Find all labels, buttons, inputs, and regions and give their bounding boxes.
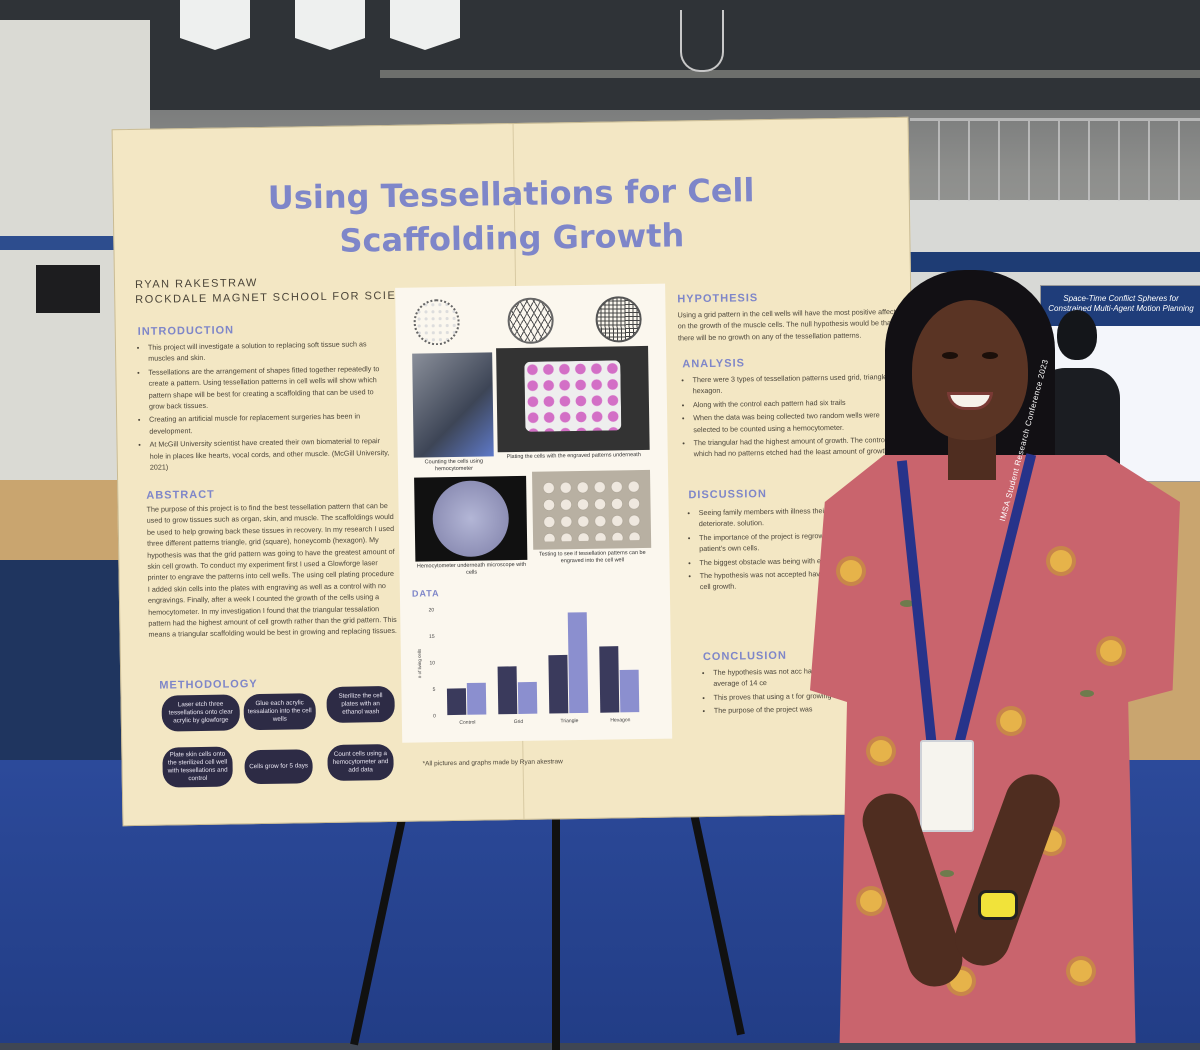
x-tick-label: Grid <box>514 719 524 725</box>
y-tick-label: 15 <box>429 634 435 640</box>
intro-item: This project will investigate a solution… <box>148 338 388 365</box>
y-tick-label: 5 <box>433 687 436 693</box>
bar-chart: 0 5 10 15 20 # of living cells Control Grid Tria… <box>417 607 640 726</box>
dress-flower <box>1000 710 1022 732</box>
method-step: Laser etch three tessellations onto clea… <box>161 694 241 732</box>
chart-bar <box>497 666 518 715</box>
dress-flower <box>840 560 862 582</box>
research-poster: Using Tessellations for Cell Scaffolding… <box>111 116 920 827</box>
microscope-view <box>432 480 510 558</box>
abstract-text: The purpose of this project is to find t… <box>146 501 397 640</box>
y-axis-label: # of living cells <box>417 648 422 678</box>
intro-item: At McGill University scientist have crea… <box>149 435 390 473</box>
background-person-head <box>1057 310 1097 360</box>
analysis-heading: ANALYSIS <box>682 357 746 371</box>
chart-bar <box>567 612 589 714</box>
discussion-heading: DISCUSSION <box>688 488 767 502</box>
dress-flower <box>870 740 892 762</box>
bleacher-stripe <box>910 252 1200 272</box>
microscope-photo <box>414 475 528 562</box>
championship-banner <box>295 0 365 50</box>
left-eye <box>942 352 958 359</box>
basketball-hoop-net <box>680 10 724 72</box>
method-step: Plate skin cells onto the sterilized cel… <box>162 746 233 788</box>
chart-bar <box>599 646 620 713</box>
balcony-railing <box>910 118 1200 201</box>
name-badge <box>920 740 974 832</box>
poster-title: Using Tessellations for Cell Scaffolding… <box>267 171 755 260</box>
dress-leaf <box>940 870 954 877</box>
photo-caption: Testing to see if tessellation patterns … <box>538 549 646 565</box>
photo-panel: Counting the cells using hemocytometer P… <box>395 283 673 743</box>
methodology-heading: METHODOLOGY <box>159 678 258 692</box>
y-tick-label: 20 <box>429 607 435 613</box>
engraved-wells <box>540 478 644 542</box>
method-step: Cells grow for 5 days <box>244 749 313 785</box>
abstract-heading: ABSTRACT <box>146 488 215 502</box>
x-tick-label: Hexagon <box>610 717 630 723</box>
triangle-pattern-image <box>507 297 554 345</box>
chart-bar <box>446 688 467 716</box>
x-tick-label: Triangle <box>560 718 578 724</box>
hemocytometer-photo <box>412 352 494 458</box>
chart-bar <box>548 654 569 714</box>
student-presenter: IMSA Student Research Conference 2023 <box>800 270 1180 1043</box>
intro-item: Creating an artificial muscle for replac… <box>149 410 389 437</box>
dress-flower <box>860 890 882 912</box>
photo-caption: Counting the cells using hemocytometer <box>424 458 484 473</box>
chart-bar <box>466 682 487 715</box>
well-plate <box>524 360 622 432</box>
y-tick-label: 10 <box>429 660 435 666</box>
easel-leg <box>552 800 560 1050</box>
photo-caption: Plating the cells with the engraved patt… <box>506 452 641 461</box>
method-step: Count cells using a hemocytometer and ad… <box>327 743 394 781</box>
hexagon-pattern-image <box>413 298 461 346</box>
method-step: Sterilize the cell plates with an ethano… <box>326 685 395 723</box>
hypothesis-heading: HYPOTHESIS <box>677 292 759 306</box>
chart-bar <box>517 681 538 714</box>
championship-banner <box>390 0 460 50</box>
method-step: Glue each acrylic tessalation into the c… <box>243 693 317 731</box>
dress-flower <box>1100 640 1122 662</box>
chart-bar <box>619 669 640 713</box>
y-tick-label: 0 <box>433 713 436 719</box>
cell-plate-photo <box>496 345 650 453</box>
grid-pattern-image <box>595 296 642 343</box>
dress-flower <box>1050 550 1072 572</box>
data-heading: DATA <box>411 588 440 599</box>
smile <box>947 392 993 410</box>
smiling-face <box>912 300 1028 440</box>
dress-leaf <box>900 600 914 607</box>
introduction-text: This project will investigate a solution… <box>138 338 390 475</box>
dress-leaf <box>1080 690 1094 697</box>
engraved-well-photo <box>532 469 652 550</box>
smartwatch <box>978 890 1018 920</box>
championship-banner <box>180 0 250 50</box>
photo-caption: Hemocytometer underneath microscope with… <box>416 561 527 576</box>
wall-speaker <box>36 265 100 313</box>
ceiling-rafter <box>380 70 1200 78</box>
conclusion-heading: CONCLUSION <box>702 649 787 664</box>
x-tick-label: Control <box>459 720 475 726</box>
introduction-heading: INTRODUCTION <box>137 324 235 338</box>
intro-item: Tessellations are the arrangement of sha… <box>148 363 389 412</box>
photo-credit: *All pictures and graphs made by Ryan ak… <box>422 758 563 768</box>
right-eye <box>982 352 998 359</box>
dress-flower <box>1070 960 1092 982</box>
